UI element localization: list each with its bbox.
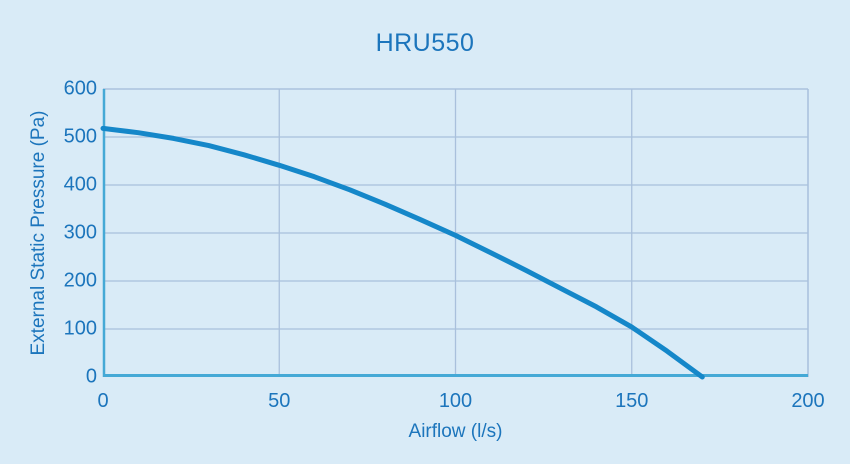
x-tick-label: 200 [791, 390, 825, 412]
chart-title: HRU550 [375, 29, 475, 57]
y-tick-label: 500 [63, 125, 97, 148]
y-tick-label: 600 [63, 77, 97, 100]
y-tick-label: 100 [63, 317, 97, 340]
x-tick-label: 50 [268, 390, 291, 412]
y-tick-label: 300 [63, 221, 97, 244]
y-tick-label: 0 [85, 365, 97, 388]
x-tick-label: 0 [97, 390, 109, 412]
x-tick-label: 100 [438, 390, 473, 412]
fan-curve [100, 125, 705, 380]
y-tick-label: 400 [63, 173, 97, 196]
x-axis-label: Airflow (l/s) [408, 421, 503, 442]
x-tick-label: 150 [615, 390, 649, 412]
y-tick-label: 200 [63, 269, 97, 292]
